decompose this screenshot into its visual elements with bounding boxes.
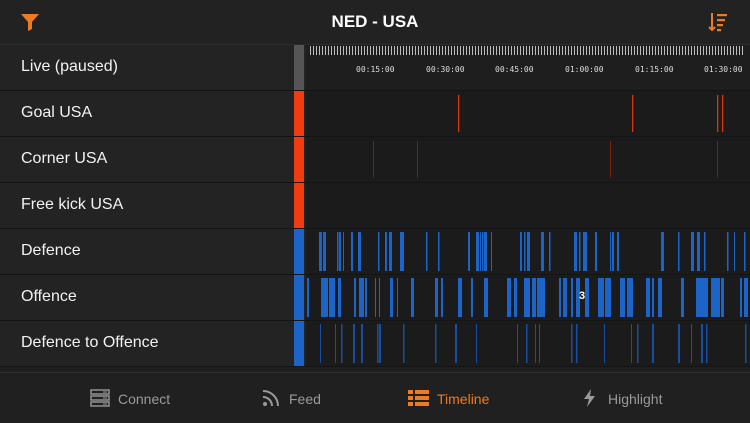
- event-markers: [458, 95, 724, 132]
- timeline-row-defence[interactable]: Defence: [0, 229, 750, 275]
- timeline-row-goal-usa[interactable]: Goal USA: [0, 91, 750, 137]
- timeline-grid: Live (paused) 00:15:00 00:30:00 00:45:00…: [0, 45, 750, 371]
- row-label: Defence to Offence: [21, 334, 159, 351]
- event-track[interactable]: [306, 91, 750, 136]
- page-title: NED - USA: [331, 12, 419, 31]
- timeline-row-free-kick-usa[interactable]: Free kick USA: [0, 183, 750, 229]
- row-label: Corner USA: [21, 150, 108, 167]
- event-track[interactable]: [306, 183, 750, 228]
- row-label: Goal USA: [21, 104, 93, 121]
- time-label: 01:00:00: [565, 65, 604, 74]
- event-markers: [319, 232, 746, 271]
- row-color-stripe: [294, 91, 304, 136]
- event-count-badge: 3: [579, 290, 586, 302]
- timeline-row-offence[interactable]: Offence 3: [0, 275, 750, 321]
- row-color-stripe: [294, 229, 304, 274]
- time-label: 01:30:00: [704, 65, 743, 74]
- event-markers: [320, 324, 747, 363]
- tab-feed[interactable]: Feed: [261, 388, 341, 410]
- time-label: 01:15:00: [635, 65, 674, 74]
- event-track[interactable]: 3: [306, 275, 750, 320]
- timeline-row-corner-usa[interactable]: Corner USA: [0, 137, 750, 183]
- sort-icon[interactable]: [706, 10, 730, 34]
- row-label: Live (paused): [21, 58, 118, 75]
- event-markers: [307, 278, 748, 317]
- timeline-row-live[interactable]: Live (paused) 00:15:00 00:30:00 00:45:00…: [0, 45, 750, 91]
- row-label: Defence: [21, 242, 81, 259]
- tab-label: Connect: [118, 391, 171, 407]
- filter-icon[interactable]: [18, 10, 42, 34]
- row-color-stripe: [294, 275, 304, 320]
- row-color-stripe: [294, 183, 304, 228]
- rss-icon: [262, 390, 279, 407]
- tab-connect[interactable]: Connect: [90, 388, 190, 410]
- lightning-icon: [584, 389, 595, 407]
- top-bar: NED - USA: [0, 0, 750, 45]
- tab-highlight[interactable]: Highlight: [580, 388, 680, 410]
- tab-bar: Connect Feed Timeline Highlight: [0, 372, 750, 423]
- timeline-row-defence-to-offence[interactable]: Defence to Offence: [0, 321, 750, 367]
- time-label: 00:30:00: [426, 65, 465, 74]
- row-color-stripe: [294, 137, 304, 182]
- list-icon: [408, 390, 429, 406]
- tab-label: Highlight: [608, 391, 663, 407]
- tab-label: Feed: [289, 391, 321, 407]
- event-track[interactable]: [306, 229, 750, 274]
- tab-label: Timeline: [437, 391, 490, 407]
- time-ruler[interactable]: 00:15:00 00:30:00 00:45:00 01:00:00 01:1…: [306, 45, 750, 90]
- row-color-stripe: [294, 321, 304, 366]
- ruler-ticks: [310, 46, 743, 55]
- time-label: 00:15:00: [356, 65, 395, 74]
- event-markers: [373, 141, 718, 178]
- row-label: Free kick USA: [21, 196, 124, 213]
- time-label: 00:45:00: [495, 65, 534, 74]
- row-label: Offence: [21, 288, 77, 305]
- tab-timeline[interactable]: Timeline: [408, 388, 508, 410]
- event-track[interactable]: [306, 321, 750, 366]
- row-color-stripe: [294, 45, 304, 90]
- event-track[interactable]: [306, 137, 750, 182]
- server-icon: [90, 389, 110, 407]
